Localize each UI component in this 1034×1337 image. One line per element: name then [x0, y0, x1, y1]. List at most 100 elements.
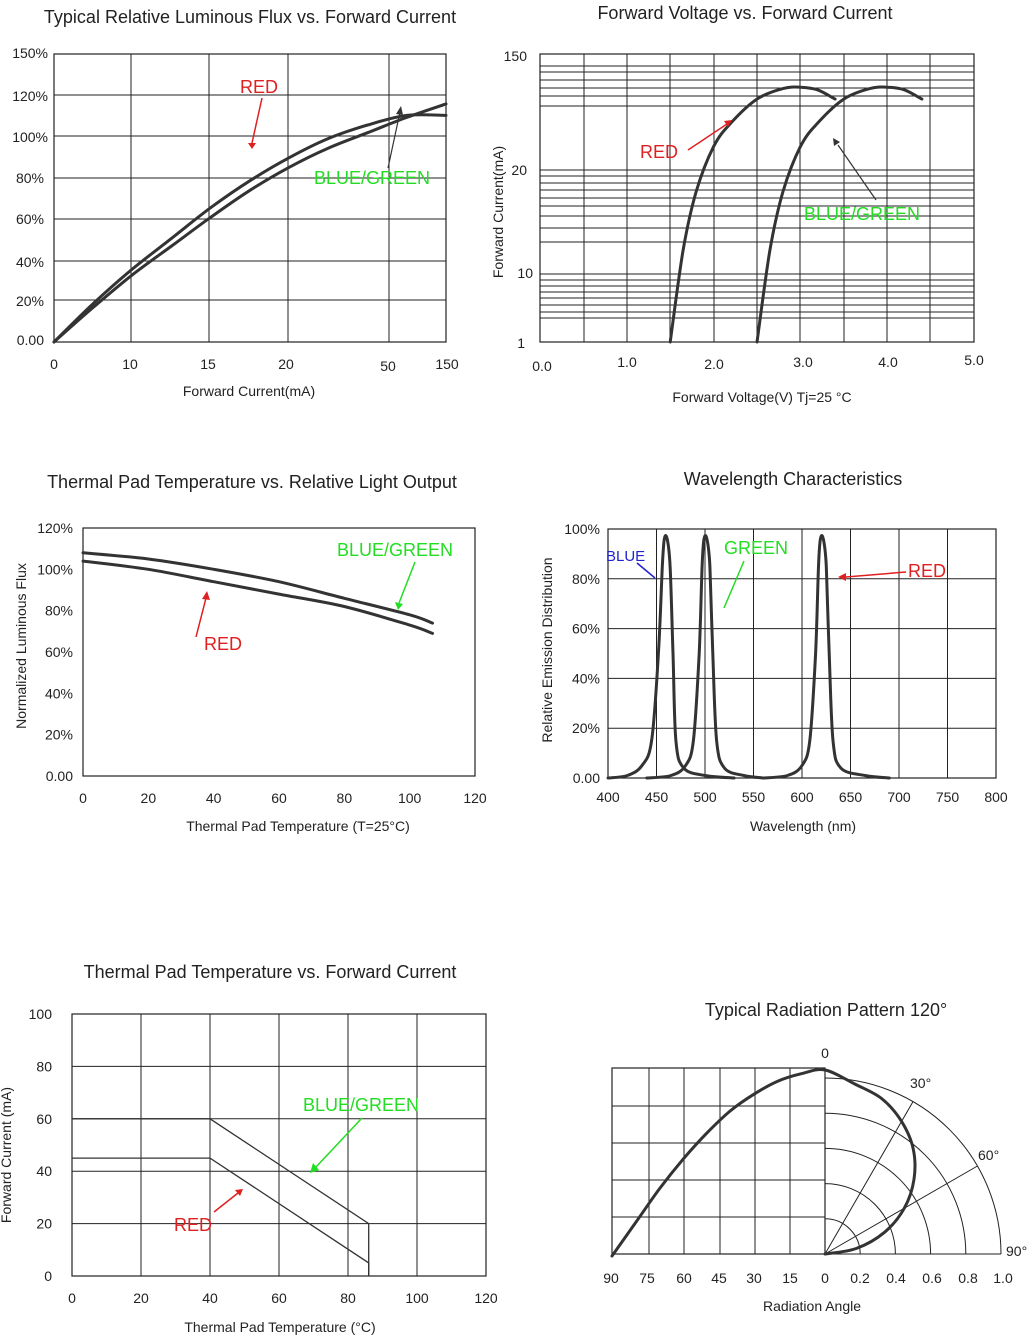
chart4-x-tick: 750: [936, 789, 960, 805]
chart3-y-tick: 60%: [45, 644, 73, 660]
chart3-x-tick: 80: [337, 790, 353, 806]
chart3-y-axis-label: Normalized Luminous Flux: [13, 563, 29, 729]
chart1-y-tick: 60%: [16, 211, 44, 227]
chart6-x-tick: 45: [711, 1270, 727, 1286]
chart5-red-arrowhead: [235, 1189, 243, 1196]
chart1-y-tick: 0.00: [17, 332, 44, 348]
chart1-title: Typical Relative Luminous Flux vs. Forwa…: [44, 7, 456, 27]
chart3-y-tick: 100%: [37, 561, 73, 577]
chart6-x-tick: 0.4: [886, 1270, 906, 1286]
chart5-y-tick: 20: [36, 1216, 52, 1232]
chart3-x-tick: 60: [271, 790, 287, 806]
chart6-radius-arc: [824, 1147, 932, 1255]
chart2-title: Forward Voltage vs. Forward Current: [597, 3, 892, 23]
chart1-x-tick: 50: [380, 358, 396, 374]
chart4-x-tick: 600: [790, 789, 814, 805]
chart4-y-tick: 60%: [572, 621, 600, 637]
chart1-x-tick: 150: [435, 356, 459, 372]
chart5-bluegreen-pointer: [315, 1117, 363, 1168]
chart-wavelength: Wavelength Characteristics 400 450 500 550 6…: [539, 469, 1008, 834]
chart2-red-pointer: [687, 123, 728, 151]
chart4-series-green-line: [645, 534, 765, 780]
chart2-bluegreen-arrowhead: [833, 138, 840, 146]
chart2-series-red-line: [668, 85, 837, 344]
chart5-bluegreen-arrowhead: [310, 1163, 319, 1173]
chart3-series-red-line: [81, 559, 434, 635]
chart4-series-blue-line: [606, 534, 736, 780]
chart1-grid: [53, 53, 447, 343]
chart3-legend-red: RED: [204, 634, 242, 654]
chart6-x-tick: 0.6: [922, 1270, 942, 1286]
chart1-x-tick: 10: [122, 356, 138, 372]
chart3-y-tick: 20%: [45, 727, 73, 743]
chart4-x-tick: 500: [693, 789, 717, 805]
chart6-x-tick: 0.2: [850, 1270, 870, 1286]
chart5-y-tick: 80: [36, 1058, 52, 1074]
chart1-y-ticks: 0.00 20% 40% 60% 80% 100% 120% 150%: [12, 45, 48, 348]
chart4-x-tick: 650: [839, 789, 863, 805]
chart4-x-tick: 550: [742, 789, 766, 805]
chart2-y-axis-label: Forward Current(mA): [490, 146, 506, 278]
chart6-angle-ray: [824, 1101, 914, 1255]
chart3-y-tick: 0.00: [46, 768, 73, 784]
chart1-bluegreen-pointer: [387, 111, 401, 169]
chart2-bluegreen-pointer: [837, 144, 877, 201]
chart-flux-vs-current: Typical Relative Luminous Flux vs. Forwa…: [12, 7, 459, 399]
chart5-grid: [71, 1013, 487, 1277]
chart5-y-tick: 40: [36, 1163, 52, 1179]
chart-voltage-vs-current: Forward Voltage vs. Forward Current 0.0 …: [490, 3, 984, 405]
chart6-x-tick: 60: [676, 1270, 692, 1286]
chart3-frame: [82, 527, 476, 777]
chart6-x-tick: 1.0: [993, 1270, 1013, 1286]
chart6-angle-label: 60°: [978, 1147, 999, 1163]
chart3-y-tick: 40%: [45, 685, 73, 701]
chart2-y-tick: 20: [511, 162, 527, 178]
chart2-y-tick: 150: [504, 48, 528, 64]
chart3-x-tick: 120: [463, 790, 487, 806]
chart4-title: Wavelength Characteristics: [684, 469, 902, 489]
chart6-title: Typical Radiation Pattern 120°: [705, 1000, 947, 1020]
chart2-legend-bluegreen: BLUE/GREEN: [804, 204, 920, 224]
chart2-y-tick: 10: [517, 265, 533, 281]
chart6-left-frame: [611, 1067, 826, 1255]
chart2-series-bluegreen-line: [755, 85, 924, 344]
chart3-x-tick: 100: [398, 790, 422, 806]
chart4-x-tick: 450: [645, 789, 669, 805]
chart1-x-axis-label: Forward Current(mA): [183, 383, 315, 399]
chart2-x-tick: 1.0: [617, 354, 637, 370]
chart6-x-axis-label: Radiation Angle: [763, 1298, 861, 1314]
chart5-legend-bluegreen: BLUE/GREEN: [303, 1095, 419, 1115]
chart4-legend-red: RED: [908, 561, 946, 581]
chart1-legend-red: RED: [240, 77, 278, 97]
chart1-series-red-line: [52, 113, 448, 344]
chart4-x-tick: 400: [596, 789, 620, 805]
chart4-y-tick: 100%: [564, 521, 600, 537]
chart1-x-tick: 20: [278, 356, 294, 372]
chart6-x-tick: 0.8: [958, 1270, 978, 1286]
chart6-angle-label: 0: [821, 1045, 829, 1061]
chart6-radius-arc: [824, 1077, 1002, 1255]
chart4-y-ticks: 0.00 20% 40% 60% 80% 100%: [564, 521, 600, 786]
chart3-bluegreen-arrowhead: [395, 602, 403, 610]
chart3-x-ticks: 0 20 40 60 80 100 120: [79, 790, 487, 806]
chart1-red-arrowhead: [248, 143, 256, 149]
chart6-x-ticks: 90 75 60 45 30 15 0 0.2 0.4 0.6 0.8 1.0: [603, 1270, 1013, 1286]
chart4-y-tick: 80%: [572, 571, 600, 587]
chart3-x-tick: 0: [79, 790, 87, 806]
chart1-y-tick: 150%: [12, 45, 48, 61]
chart3-y-tick: 80%: [45, 603, 73, 619]
chart3-x-tick: 20: [141, 790, 157, 806]
chart4-x-tick: 700: [887, 789, 911, 805]
chart4-x-ticks: 400 450 500 550 600 650 700 750 800: [596, 789, 1008, 805]
chart2-x-tick: 2.0: [704, 356, 724, 372]
chart2-x-tick: 4.0: [878, 354, 898, 370]
chart4-red-pointer: [845, 571, 907, 578]
chart6-grid: [611, 1067, 1002, 1255]
chart4-y-tick: 20%: [572, 720, 600, 736]
chart1-series-bluegreen-line: [52, 102, 448, 344]
chart6-angle-label: 90°: [1006, 1243, 1027, 1259]
chart1-legend-bluegreen: BLUE/GREEN: [314, 168, 430, 188]
chart2-x-tick: 3.0: [793, 354, 813, 370]
chart4-y-tick: 40%: [572, 670, 600, 686]
